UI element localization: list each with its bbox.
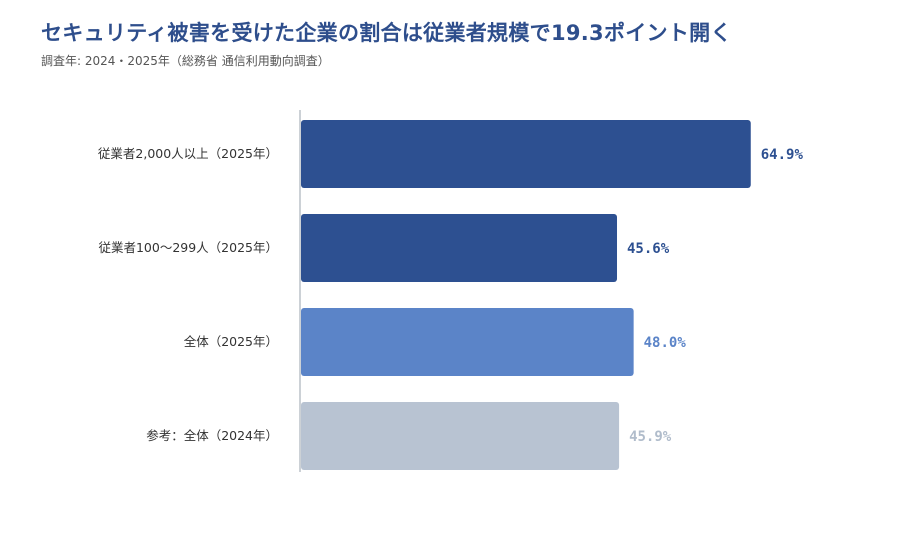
category-label-1: 従業者100～299人（2025年） <box>98 240 278 255</box>
category-label-0: 従業者2,000人以上（2025年） <box>98 146 278 161</box>
bar-0 <box>301 120 751 188</box>
value-label-1: 45.6% <box>627 241 670 257</box>
value-label-2: 48.0% <box>644 335 687 351</box>
bar-1 <box>301 214 618 282</box>
bar-2 <box>301 308 634 376</box>
bar-3 <box>301 402 620 470</box>
category-label-2: 全体（2025年） <box>184 334 278 349</box>
value-label-0: 64.9% <box>761 147 804 163</box>
chart-subtitle: 調査年: 2024・2025年（総務省 通信利用動向調査） <box>41 54 330 68</box>
value-label-3: 45.9% <box>629 429 672 445</box>
chart-title: セキュリティ被害を受けた企業の割合は従業者規模で19.3ポイント開く <box>41 21 732 45</box>
category-label-3: 参考：全体（2024年） <box>146 428 278 443</box>
